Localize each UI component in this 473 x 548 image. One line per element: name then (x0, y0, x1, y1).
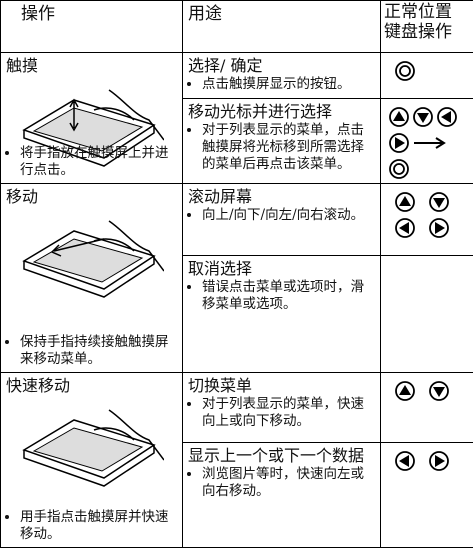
header-line: 键盘操作 (384, 22, 470, 42)
operation-cell: 触摸 将手指放在触摸屏上并进行点击。 (1, 53, 183, 184)
key-icon (394, 450, 416, 472)
use-title: 移动光标并进行选择 (188, 102, 375, 122)
arrow (412, 132, 448, 154)
operation-note: 保持手指持续接触触摸屏来移动菜单。 (20, 334, 178, 368)
use-note: 对于列表显示的菜单，快速向上或向下移动。 (202, 396, 375, 430)
illustration (14, 400, 164, 490)
operation-note: 将手指放在触摸屏上并进行点击。 (20, 145, 178, 179)
key-icon (394, 191, 416, 213)
keys-cell (381, 443, 473, 548)
operation-title: 快速移动 (6, 376, 177, 396)
use-note: 点击触摸屏显示的按钮。 (202, 76, 375, 93)
key-icon (394, 380, 416, 402)
use-cell: 取消选择错误点击菜单或选项时，滑移菜单或选项。 (183, 256, 381, 373)
use-note: 错误点击菜单或选项时，滑移菜单或选项。 (202, 279, 375, 313)
header-cell: 正常位置键盘操作 (381, 1, 473, 53)
keys-cell (381, 184, 473, 256)
use-title: 显示上一个或下一个数据 (188, 446, 375, 466)
key-icon (394, 60, 416, 82)
keys-cell (381, 99, 473, 184)
key-icon (436, 106, 458, 128)
use-title: 选择/ 确定 (188, 56, 375, 76)
use-title: 滚动屏幕 (188, 187, 375, 207)
illustration (14, 211, 164, 301)
use-title: 取消选择 (188, 259, 375, 279)
use-cell: 显示上一个或下一个数据浏览图片等时，快速向左或向右移动。 (183, 443, 381, 548)
use-title: 切换菜单 (188, 376, 375, 396)
key-icon (428, 217, 450, 239)
header-cell: 用途 (183, 1, 381, 53)
key-icon (388, 158, 410, 180)
key-icon (428, 380, 450, 402)
operation-title: 移动 (6, 187, 177, 207)
key-icon (388, 132, 410, 154)
use-note: 浏览图片等时，快速向左或向右移动。 (202, 466, 375, 500)
operation-note: 用手指点击触摸屏并快速移动。 (20, 509, 178, 543)
use-cell: 滚动屏幕向上/向下/向左/向右滚动。 (183, 184, 381, 256)
header-line: 正常位置 (384, 2, 470, 22)
operation-cell: 快速移动 用手指点击触摸屏并快速移动。 (1, 373, 183, 548)
keys-cell (381, 256, 473, 373)
use-cell: 切换菜单对于列表显示的菜单，快速向上或向下移动。 (183, 373, 381, 443)
keys-cell (381, 373, 473, 443)
operation-cell: 移动 保持手指持续接触触摸屏来移动菜单。 (1, 184, 183, 373)
header-cell: 操作 (1, 1, 183, 53)
keys-cell (381, 53, 473, 99)
operation-title: 触摸 (6, 56, 177, 76)
use-cell: 移动光标并进行选择对于列表显示的菜单，点击触摸屏将光标移到所需选择的菜单后再点击… (183, 99, 381, 184)
key-icon (412, 106, 434, 128)
header-row: 操作 用途 正常位置键盘操作 (1, 1, 473, 53)
use-note: 对于列表显示的菜单，点击触摸屏将光标移到所需选择的菜单后再点击该菜单。 (202, 122, 375, 173)
use-cell: 选择/ 确定点击触摸屏显示的按钮。 (183, 53, 381, 99)
key-icon (388, 106, 410, 128)
use-note: 向上/向下/向左/向右滚动。 (202, 207, 375, 224)
key-icon (428, 450, 450, 472)
key-icon (428, 191, 450, 213)
key-icon (394, 217, 416, 239)
